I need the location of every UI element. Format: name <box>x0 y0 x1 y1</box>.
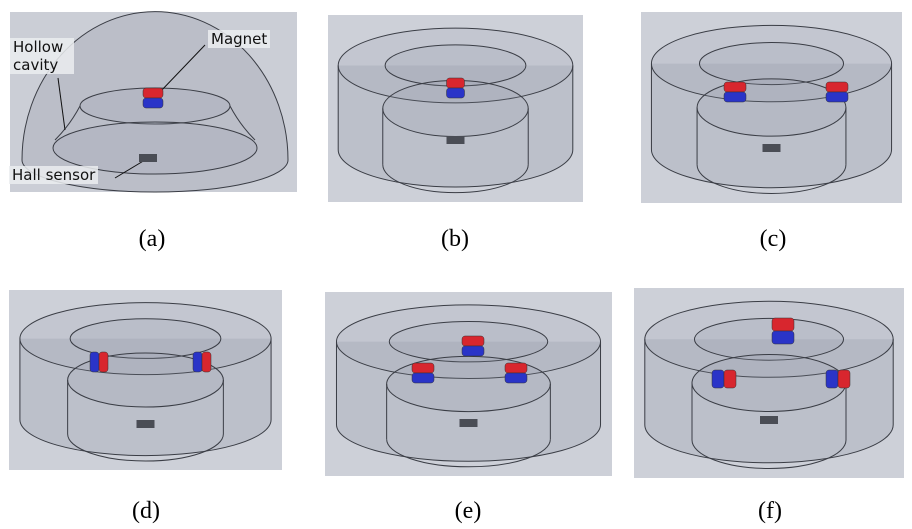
hall-sensor <box>763 144 781 152</box>
magnet-n <box>143 88 163 98</box>
edge <box>697 79 846 136</box>
magnet-n <box>772 318 794 331</box>
caption: (b) <box>441 226 469 253</box>
label: Magnet <box>208 30 270 48</box>
hall-sensor <box>460 419 478 427</box>
renders <box>0 0 912 529</box>
magnet-s <box>143 98 163 108</box>
caption: (d) <box>132 498 160 525</box>
magnet-n <box>826 82 848 92</box>
magnet-n <box>724 82 746 92</box>
magnet-s <box>505 373 527 383</box>
magnet-s <box>772 331 794 344</box>
magnet-n <box>99 352 108 372</box>
hall-sensor <box>137 420 155 428</box>
magnet-n <box>505 363 527 373</box>
magnet-n <box>447 78 465 88</box>
magnet-n <box>724 370 736 388</box>
magnet-s <box>90 352 99 372</box>
magnet-s <box>826 370 838 388</box>
magnet-s <box>712 370 724 388</box>
edge <box>694 318 843 360</box>
magnet-s <box>462 346 484 356</box>
magnet-n <box>462 336 484 346</box>
hall-sensor <box>447 136 465 144</box>
caption: (c) <box>760 226 787 253</box>
magnet-s <box>193 352 202 372</box>
label: Hollow cavity <box>10 38 74 74</box>
caption: (a) <box>139 226 166 253</box>
magnet-s <box>447 88 465 98</box>
magnet-s <box>826 92 848 102</box>
figure: (a) (b) (c) (d) (e) (f) Hollow cavity Ma… <box>0 0 912 529</box>
hall-sensor <box>760 416 778 424</box>
label: Hall sensor <box>9 166 98 184</box>
magnet-n <box>838 370 850 388</box>
hall-sensor <box>139 154 157 162</box>
magnet-n <box>202 352 211 372</box>
magnet-n <box>412 363 434 373</box>
caption: (f) <box>758 498 782 525</box>
magnet-s <box>724 92 746 102</box>
edge <box>699 43 843 85</box>
magnet-s <box>412 373 434 383</box>
caption: (e) <box>455 498 482 525</box>
